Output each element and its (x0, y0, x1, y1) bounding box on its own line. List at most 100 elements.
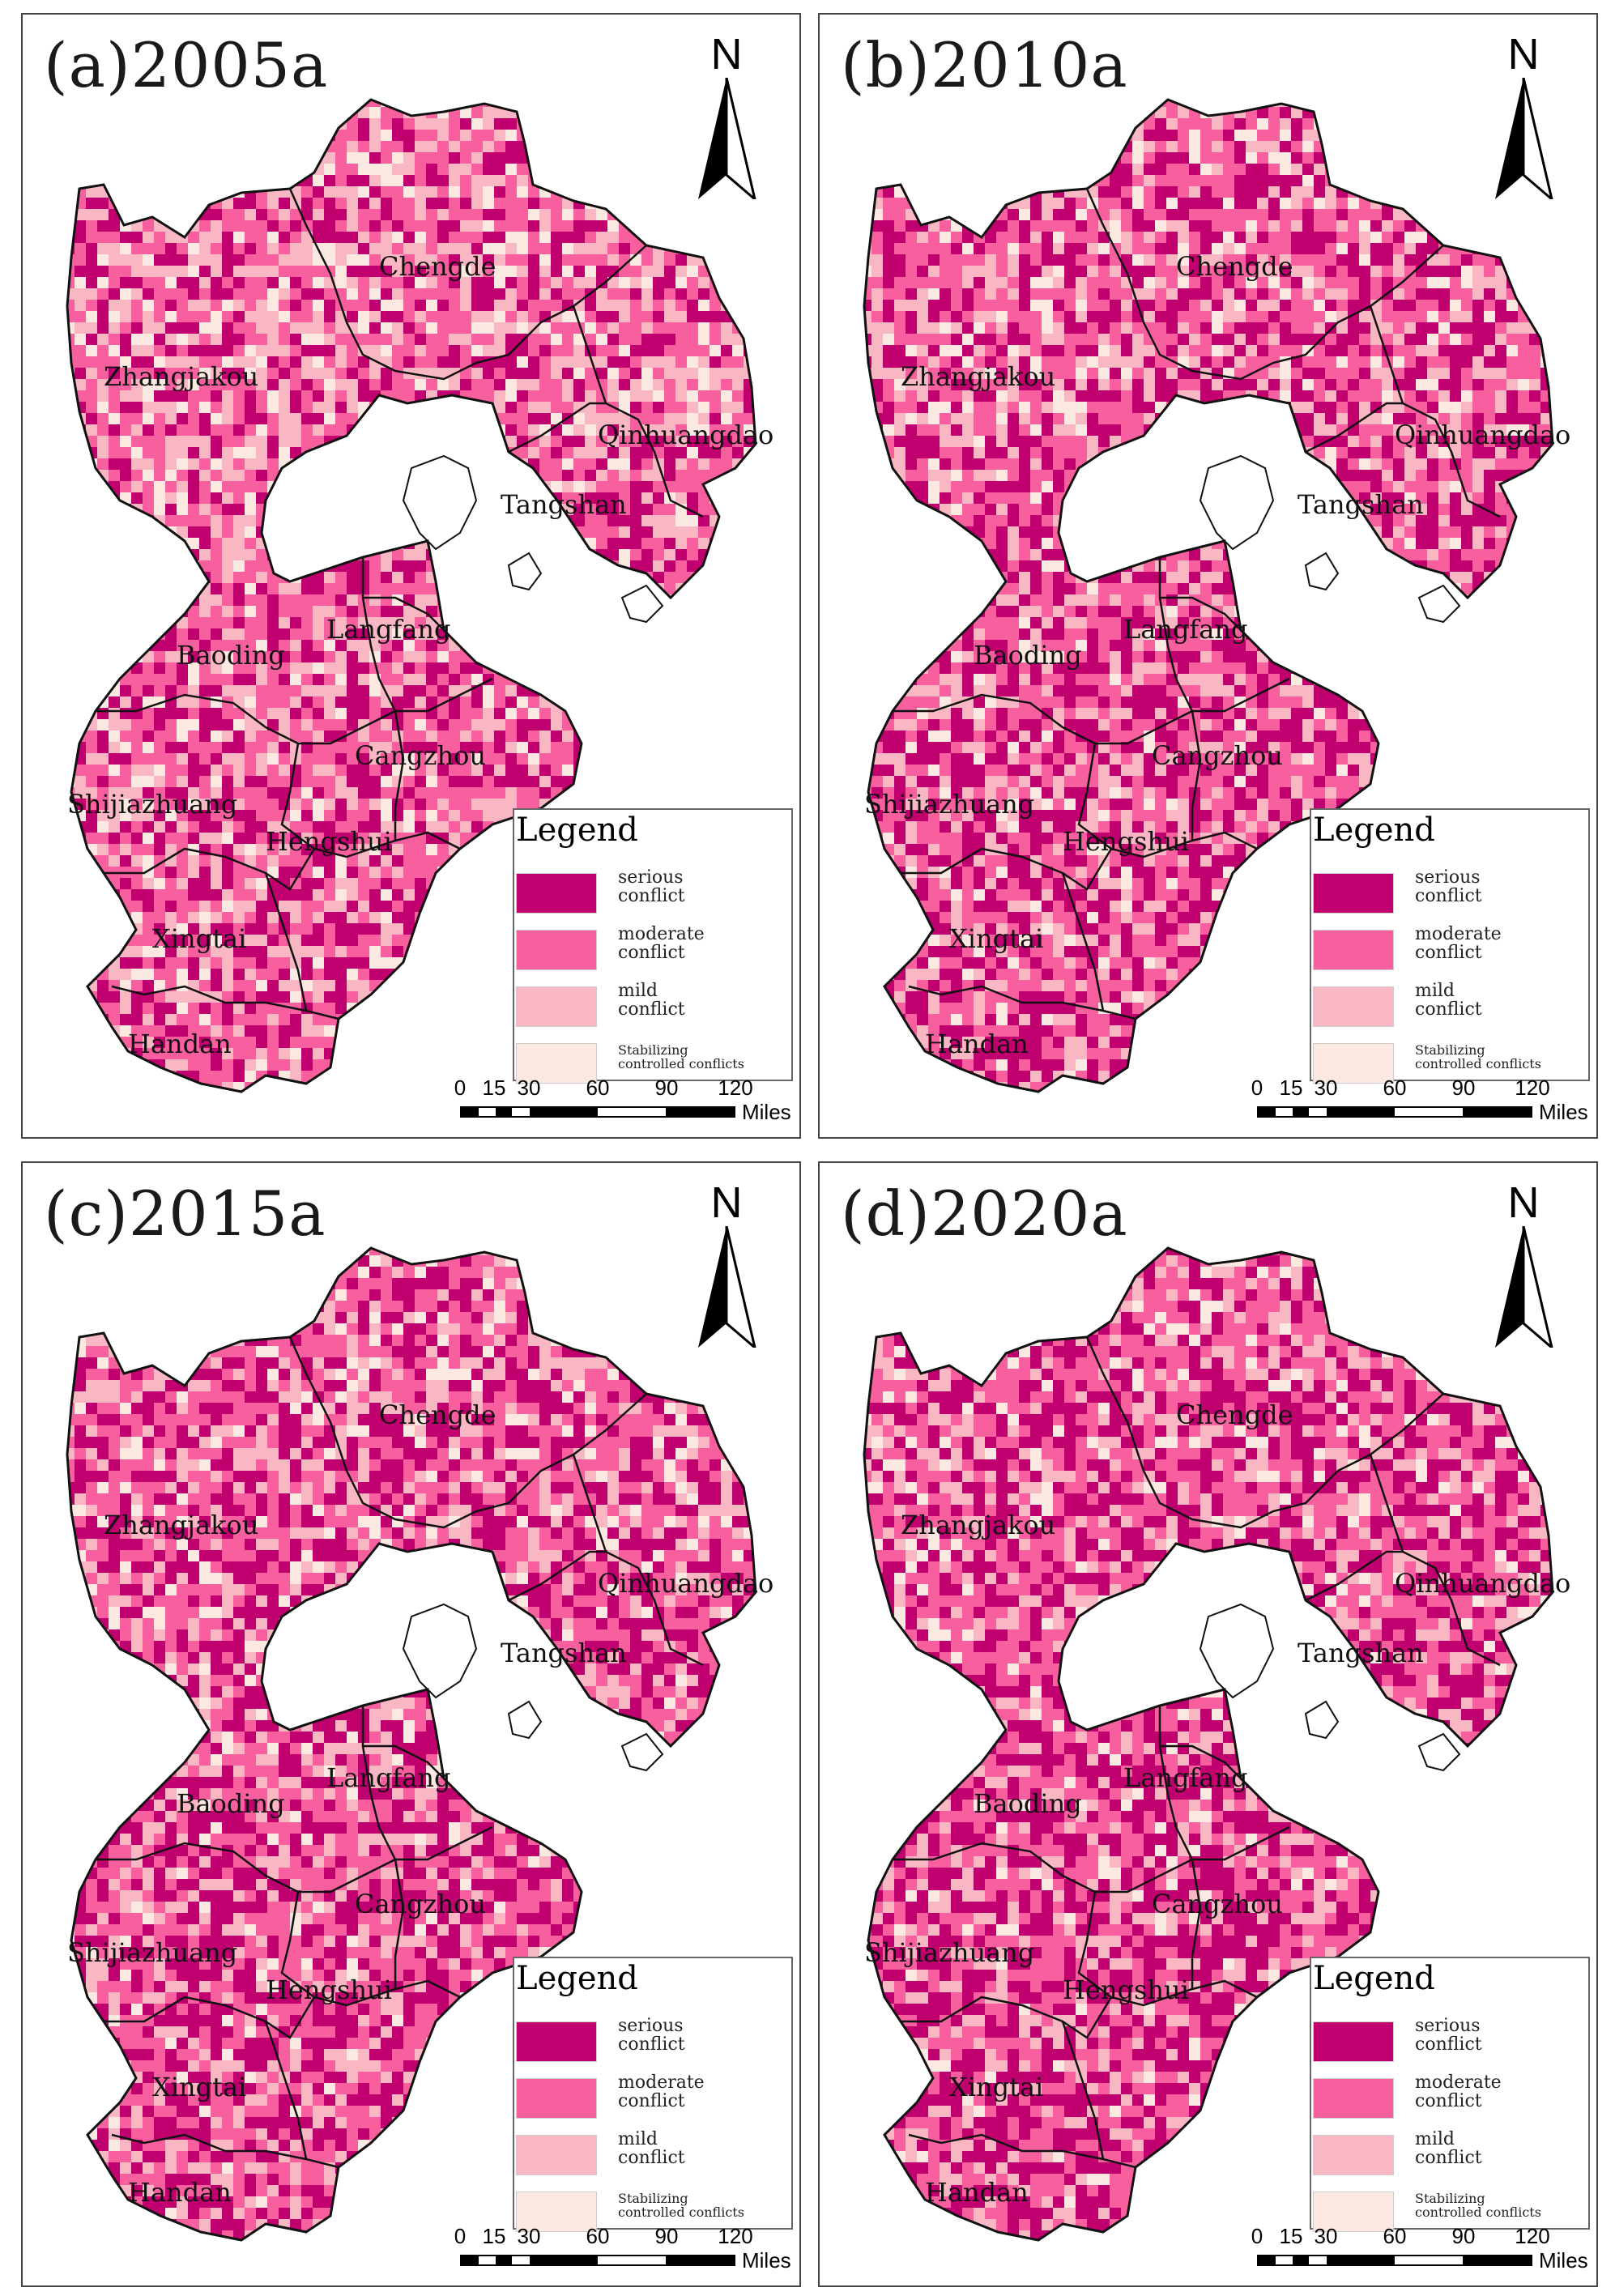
scale-tick-label: 120 (718, 2224, 752, 2249)
region-label-tangshan: Tangshan (1298, 1638, 1424, 1668)
north-arrow-icon: N (1475, 29, 1572, 199)
city-boundary (280, 1891, 461, 2007)
region-label-cangzhou: Cangzhou (1152, 1889, 1283, 1919)
city-boundary (901, 847, 1113, 891)
region-label-chengde: Chengde (1176, 1399, 1293, 1430)
north-letter: N (678, 29, 775, 79)
province-outline (863, 98, 1554, 1093)
scale-tick-label: 90 (1452, 2224, 1476, 2249)
scale-tick-label: 30 (518, 2224, 541, 2249)
city-boundary (893, 677, 1290, 745)
city-boundary (1305, 402, 1403, 454)
legend-swatch (516, 1043, 597, 1084)
legend: Legend serious conflict moderate conflict mil… (513, 1957, 796, 2232)
region-label-chengde: Chengde (1176, 251, 1293, 282)
legend-label: moderate conflict (618, 2073, 796, 2111)
city-boundary (361, 557, 397, 712)
map-panel-c: Chengde Zhangjakou Qinhuangdao Tangshan Lang… (21, 1161, 801, 2287)
city-boundary (1369, 305, 1501, 518)
city-boundary (893, 1825, 1290, 1893)
city-boundary (96, 677, 493, 745)
legend-title: Legend (516, 811, 638, 849)
legend-label: moderate conflict (618, 925, 796, 962)
city-boundary (361, 1706, 397, 1860)
region-label-zhangjiakou: Zhangjakou (104, 1510, 258, 1540)
conflict-map: Chengde Zhangjakou Qinhuangdao Tangshan Lang… (863, 1246, 1570, 2242)
north-letter: N (1475, 29, 1572, 79)
enclave-0 (1199, 454, 1275, 551)
map-panel-b: Chengde Zhangjakou Qinhuangdao Tangshan Lang… (818, 13, 1598, 1139)
scale-tick-label: 90 (1452, 1076, 1476, 1101)
region-label-baoding: Baoding (177, 640, 285, 671)
scale-tick-label: 120 (1515, 1076, 1549, 1101)
scale-bar-graphic (1257, 1106, 1532, 1118)
enclave-1 (507, 1700, 543, 1740)
legend-item-mild: mild conflict (1313, 982, 1588, 1027)
legend-swatch (1313, 2021, 1394, 2062)
legend-item-mild: mild conflict (516, 2130, 791, 2175)
region-label-handan: Handan (925, 1029, 1029, 1059)
region-label-shijiazhuang: Shijiazhuang (67, 1937, 237, 1968)
scale-tick-label: 120 (1515, 2224, 1549, 2249)
province-outline (863, 1246, 1554, 2242)
legend-swatch (516, 2135, 597, 2175)
legend-swatch (516, 986, 597, 1027)
north-arrow-icon: N (1475, 1178, 1572, 1348)
legend-swatch (516, 930, 597, 970)
scale-unit: Miles (742, 1100, 791, 1125)
region-label-xingtai: Xingtai (949, 2072, 1043, 2102)
north-letter: N (678, 1178, 775, 1228)
scale-tick-label: 30 (518, 1076, 541, 1101)
panel-title: (b)2010a (841, 29, 1128, 101)
region-label-qinhuangdao: Qinhuangdao (598, 1568, 773, 1599)
scale-bar: 0 15 30 60 90 120 Miles (454, 1076, 799, 1125)
province-outline (66, 98, 757, 1093)
scale-tick-label: 90 (655, 2224, 679, 2249)
legend-swatch (1313, 873, 1394, 914)
legend: Legend serious conflict moderate conflict mil… (1310, 1957, 1590, 2232)
region-label-chengde: Chengde (379, 251, 496, 282)
scale-unit: Miles (742, 2248, 791, 2273)
legend-item-stabilizing: Stabilizing controlled conflicts (1313, 2187, 1588, 2232)
city-boundary (280, 743, 461, 858)
region-label-zhangjiakou: Zhangjakou (901, 361, 1055, 392)
legend-item-moderate: moderate conflict (1313, 2073, 1588, 2119)
region-label-qinhuangdao: Qinhuangdao (1395, 420, 1570, 450)
legend-label: Stabilizing controlled conflicts (1415, 2192, 1593, 2219)
legend-item-mild: mild conflict (516, 982, 791, 1027)
scale-tick-label: 30 (1315, 1076, 1338, 1101)
region-label-zhangjiakou: Zhangjakou (901, 1510, 1055, 1540)
region-label-shijiazhuang: Shijiazhuang (864, 1937, 1034, 1968)
region-label-chengde: Chengde (379, 1399, 496, 1430)
city-boundary (1061, 872, 1105, 1012)
legend-item-stabilizing: Stabilizing controlled conflicts (1313, 1038, 1588, 1084)
map-panel-a: Chengde Zhangjakou Qinhuangdao Tangshan Lang… (21, 13, 801, 1139)
city-boundary (394, 710, 405, 841)
region-label-xingtai: Xingtai (152, 923, 246, 954)
region-label-hengshui: Hengshui (1063, 1974, 1189, 2005)
legend-label: serious conflict (618, 868, 796, 905)
legend: Legend serious conflict moderate conflict mil… (513, 808, 796, 1084)
city-boundary (363, 1744, 445, 1779)
region-label-cangzhou: Cangzhou (355, 740, 486, 771)
north-arrow-icon: N (678, 29, 775, 199)
legend-swatch (1313, 2135, 1394, 2175)
legend-swatch (516, 2078, 597, 2119)
region-label-qinhuangdao: Qinhuangdao (1395, 1568, 1570, 1599)
legend-title: Legend (1313, 811, 1435, 849)
region-label-cangzhou: Cangzhou (1152, 740, 1283, 771)
scale-tick-label: 15 (1280, 1076, 1303, 1101)
legend-swatch (1313, 1043, 1394, 1084)
legend-swatch (1313, 986, 1394, 1027)
city-boundary (394, 1859, 405, 1989)
scale-tick-label: 15 (1280, 2224, 1303, 2249)
panel-title: (d)2020a (841, 1178, 1128, 1250)
scale-bar-graphic (1257, 2255, 1532, 2266)
city-boundary (1160, 596, 1242, 631)
enclave-1 (1304, 1700, 1340, 1740)
legend-title: Legend (516, 1960, 638, 1997)
legend-title: Legend (1313, 1960, 1435, 1997)
region-label-xingtai: Xingtai (152, 2072, 246, 2102)
scale-tick-label: 0 (1251, 1076, 1263, 1101)
legend-label: Stabilizing controlled conflicts (618, 1043, 796, 1071)
